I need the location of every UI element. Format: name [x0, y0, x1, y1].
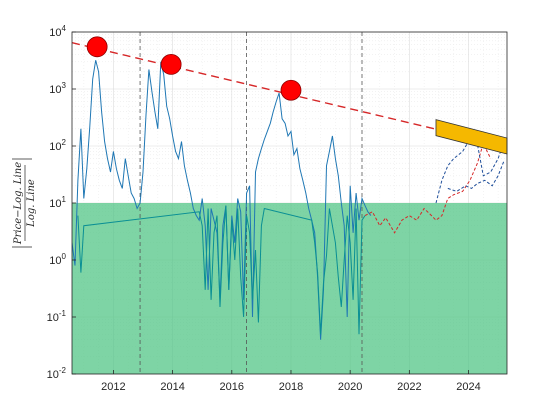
- series-line-2: [364, 142, 492, 234]
- x-tick-label: 2024: [456, 381, 480, 393]
- x-axis: 2012 2014 2016 2018 2020 2022 2024: [101, 370, 481, 393]
- x-tick-label: 2014: [160, 381, 184, 393]
- y-axis-label: Price−Log. Line Log. Line: [12, 158, 37, 248]
- peak-marker: [160, 54, 182, 75]
- y-axis: 10-2 10-1 100 101 102 103 104: [47, 24, 76, 381]
- y-label-denominator: Log. Line: [26, 179, 37, 228]
- green-zone: [72, 203, 507, 374]
- y-tick-label: 101: [49, 195, 66, 210]
- series-line-1: [77, 205, 366, 335]
- x-tick-label: 2012: [101, 381, 125, 393]
- y-tick-label: 10-2: [47, 366, 67, 381]
- y-tick-label: 102: [49, 138, 66, 153]
- y-label-numerator: Price−Log. Line: [13, 162, 24, 245]
- y-tick-label: 104: [49, 24, 66, 39]
- y-tick-label: 100: [49, 252, 66, 267]
- peak-markers: [86, 36, 302, 101]
- green-zone-layer: [72, 203, 507, 374]
- x-tick-label: 2016: [220, 381, 244, 393]
- series-line-4: [447, 160, 505, 192]
- peak-marker: [86, 36, 108, 58]
- y-tick-label: 103: [49, 81, 66, 96]
- peak-marker: [280, 79, 302, 101]
- x-tick-label: 2018: [279, 381, 303, 393]
- x-tick-label: 2020: [338, 381, 362, 393]
- x-tick-label: 2022: [397, 381, 421, 393]
- y-tick-label: 10-1: [47, 309, 67, 324]
